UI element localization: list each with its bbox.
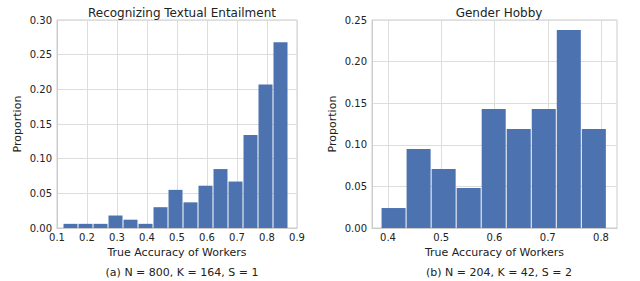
svg-text:0.3: 0.3	[109, 232, 125, 243]
svg-text:(a) N = 800, K = 164, S = 1: (a) N = 800, K = 164, S = 1	[106, 266, 259, 279]
svg-text:0.30: 0.30	[30, 15, 52, 26]
svg-text:0.8: 0.8	[593, 232, 609, 243]
svg-text:0.1: 0.1	[49, 232, 65, 243]
svg-text:0.5: 0.5	[169, 232, 185, 243]
svg-text:0.2: 0.2	[79, 232, 95, 243]
svg-text:0.4: 0.4	[139, 232, 155, 243]
svg-text:0.00: 0.00	[29, 222, 52, 234]
svg-text:0.8: 0.8	[259, 232, 275, 243]
svg-text:0.20: 0.20	[30, 84, 52, 95]
svg-text:0.9: 0.9	[289, 232, 305, 243]
svg-text:(b) N = 204, K = 42, S = 2: (b) N = 204, K = 42, S = 2	[426, 266, 572, 279]
svg-text:0.7: 0.7	[540, 232, 556, 243]
svg-text:True Accuracy of Workers: True Accuracy of Workers	[424, 246, 564, 259]
svg-text:Proportion: Proportion	[326, 96, 339, 153]
svg-text:0.20: 0.20	[345, 56, 367, 67]
svg-text:0.4: 0.4	[380, 232, 396, 243]
svg-text:0.00: 0.00	[345, 223, 367, 234]
svg-text:Recognizing Textual Entailment: Recognizing Textual Entailment	[88, 6, 276, 20]
svg-text:0.05: 0.05	[30, 188, 52, 199]
svg-text:0.6: 0.6	[199, 232, 215, 243]
svg-text:Gender Hobby: Gender Hobby	[456, 6, 543, 20]
svg-text:0.15: 0.15	[345, 98, 367, 109]
svg-text:0.05: 0.05	[345, 181, 367, 192]
svg-text:0.6: 0.6	[487, 232, 503, 243]
svg-text:Proportion: Proportion	[11, 96, 24, 153]
svg-text:0.25: 0.25	[345, 15, 367, 26]
svg-text:0.10: 0.10	[30, 153, 52, 164]
svg-text:0.15: 0.15	[30, 119, 52, 130]
svg-text:0.5: 0.5	[433, 232, 449, 243]
svg-text:0.7: 0.7	[229, 232, 245, 243]
svg-text:0.25: 0.25	[30, 49, 52, 60]
svg-text:True Accuracy of Workers: True Accuracy of Workers	[106, 246, 246, 259]
svg-text:0.10: 0.10	[345, 139, 367, 150]
